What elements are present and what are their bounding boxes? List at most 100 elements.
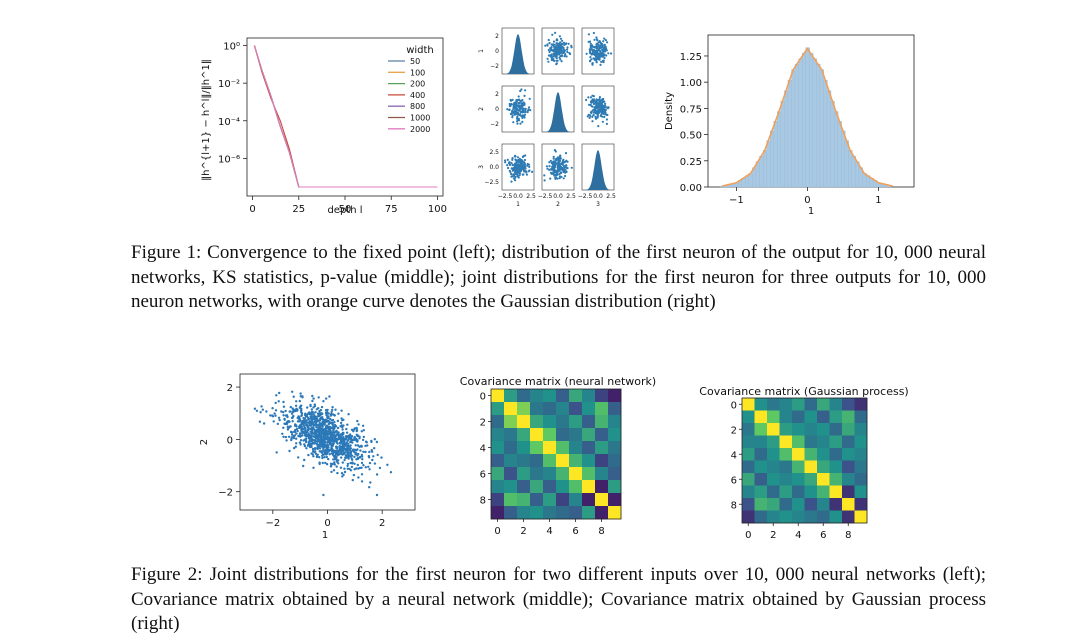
- scatter-point: [360, 480, 364, 483]
- scatter-point: [346, 439, 349, 443]
- pair-point: [605, 118, 608, 121]
- pair-point: [563, 165, 566, 168]
- scatter-point: [362, 435, 365, 439]
- heatmap-cell: [569, 480, 583, 494]
- pair-cell-3-2: [541, 143, 575, 191]
- scatter-point: [328, 395, 331, 398]
- heatmap-cell: [829, 448, 843, 461]
- scatter-point: [345, 441, 348, 444]
- scatter-point: [299, 392, 302, 395]
- pair-point: [588, 114, 591, 117]
- scatter-point: [329, 417, 332, 421]
- heatmap-cell: [608, 467, 622, 481]
- heatmap-frame: [741, 397, 868, 524]
- heatmap-cell: [742, 435, 755, 449]
- pair-point: [590, 53, 593, 56]
- heatmap-cell: [595, 402, 609, 416]
- scatter-point: [290, 433, 294, 436]
- pair-point: [595, 57, 598, 60]
- pair-point: [589, 42, 592, 45]
- scatter-point: [343, 447, 346, 450]
- heatmap-cell: [754, 473, 768, 486]
- pair-point: [512, 173, 515, 176]
- scatter-point: [325, 430, 328, 434]
- scatter-point: [326, 417, 330, 420]
- scatter-point: [325, 397, 328, 400]
- scatter-point: [352, 428, 356, 431]
- pair-point: [603, 56, 606, 60]
- pair-point: [601, 120, 604, 123]
- scatter-point: [340, 456, 343, 459]
- scatter-point: [289, 425, 292, 428]
- pair-row-label: 2: [478, 107, 485, 111]
- density-bar: [794, 63, 800, 188]
- pair-point: [556, 177, 559, 180]
- pair-point: [605, 122, 608, 125]
- scatter-point: [346, 467, 349, 470]
- heatmap-cell: [504, 493, 518, 507]
- pair-point: [514, 158, 517, 161]
- heatmap-cell: [742, 473, 755, 486]
- scatter-point: [360, 453, 364, 457]
- scatter-point: [338, 445, 341, 448]
- pair-point: [588, 116, 591, 119]
- scatter-point: [282, 435, 285, 438]
- scatter-point: [352, 448, 356, 452]
- pair-cell-frame: [501, 143, 535, 191]
- scatter-point: [258, 420, 262, 423]
- scatter-point: [289, 405, 292, 409]
- scatter-point: [340, 449, 343, 453]
- heatmap-cell: [829, 473, 843, 486]
- scatter-point: [341, 440, 345, 443]
- scatter-point: [318, 450, 321, 453]
- legend-label-1000: 1000: [410, 114, 430, 123]
- pair-point: [551, 167, 554, 170]
- scatter-point: [287, 435, 291, 438]
- scatter-point: [320, 412, 323, 415]
- pair-point: [559, 37, 563, 40]
- heatmap-cell: [829, 423, 843, 436]
- heatmap-cell: [804, 423, 818, 436]
- pair-point: [504, 159, 507, 162]
- heatmap-cell: [569, 415, 583, 429]
- heatmap-cell: [792, 448, 805, 461]
- scatter-point: [309, 404, 312, 408]
- pair-point: [549, 49, 553, 52]
- scatter-point: [327, 422, 330, 426]
- scatter-point: [333, 423, 337, 427]
- scatter-point: [317, 426, 320, 429]
- scatter-point: [326, 445, 329, 449]
- pair-point: [513, 103, 516, 106]
- pair-xtick-label: −2.5: [578, 193, 593, 200]
- pair-point: [595, 99, 598, 102]
- heatmap-cell: [792, 410, 805, 424]
- pair-point: [557, 159, 560, 162]
- density-bar: [787, 79, 793, 188]
- scatter-point: [320, 405, 324, 409]
- scatter-point: [349, 469, 353, 472]
- pair-point: [553, 165, 557, 168]
- scatter-point: [348, 445, 351, 448]
- pair-point: [598, 55, 602, 58]
- pair-point: [601, 115, 604, 118]
- pair-point: [588, 49, 592, 53]
- scatter-point: [282, 414, 285, 417]
- pair-cell-frame: [541, 143, 575, 191]
- pair-point: [605, 54, 608, 57]
- heatmap-cell: [804, 435, 818, 449]
- pair-point: [547, 38, 550, 42]
- scatter-point: [312, 450, 315, 453]
- scatter-point: [356, 434, 359, 438]
- scatter-point: [356, 454, 359, 457]
- pair-point: [504, 161, 507, 164]
- heatmap-cell: [754, 510, 768, 524]
- pair-point: [590, 101, 593, 104]
- heatmap-cell: [767, 473, 780, 486]
- pair-cell-3-3: [581, 143, 615, 191]
- scatter-point: [319, 443, 322, 447]
- scatter-point: [284, 435, 288, 439]
- convergence-ytick-label: 10⁻²: [218, 79, 240, 90]
- heatmap-frame: [490, 388, 622, 520]
- pair-point: [516, 122, 519, 125]
- pair-point: [508, 163, 512, 166]
